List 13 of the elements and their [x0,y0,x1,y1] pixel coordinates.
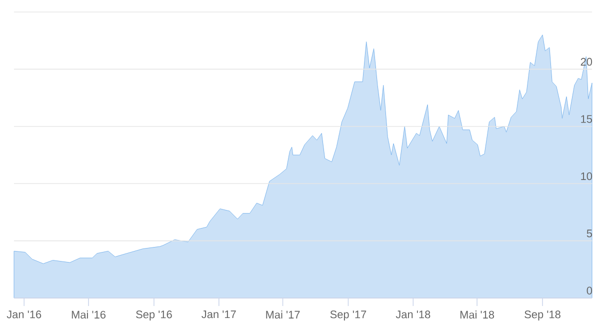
x-tick-label: Sep '16 [136,310,172,320]
x-tick-label: Sep '18 [524,310,560,320]
y-tick-label: 5 [586,230,592,238]
x-tick-label: Mai '17 [266,310,300,319]
y-tick-label: 10 [581,172,592,180]
y-tick-label: 0 [586,286,592,294]
x-tick-label: Jan '16 [6,310,42,318]
x-tick-label: Mai '18 [460,310,494,319]
y-tick-label: 15 [581,115,592,123]
x-tick-label: Sep '17 [330,310,366,320]
x-tick-label: Mai '16 [72,310,106,319]
x-tick-label: Jan '17 [202,310,236,318]
x-tick-label: Jan '18 [396,310,430,318]
